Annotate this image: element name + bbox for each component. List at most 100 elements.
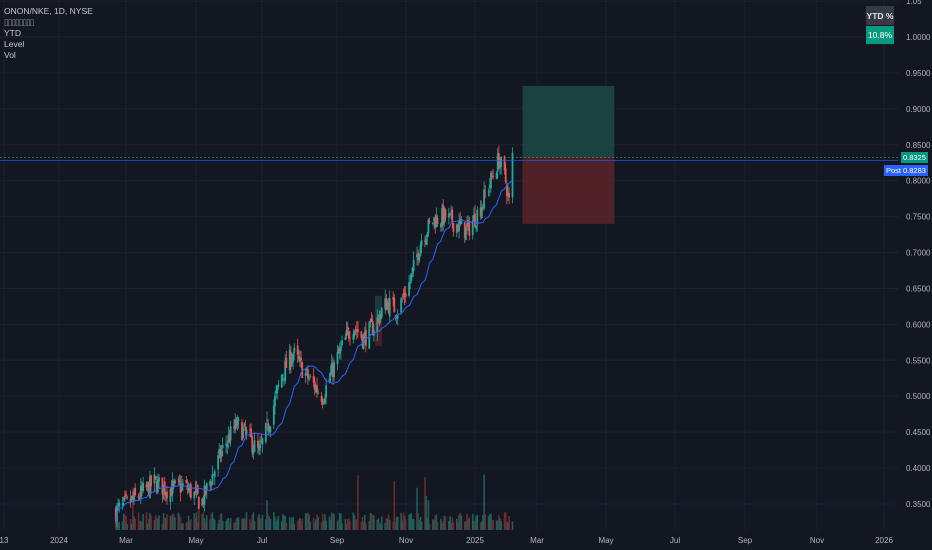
volume-bar — [482, 514, 484, 530]
candle-body — [217, 455, 220, 470]
volume-bar — [315, 519, 317, 530]
candle-body — [164, 493, 167, 497]
candle-body — [411, 267, 414, 273]
candle-body — [134, 487, 137, 496]
candle-body — [440, 223, 442, 228]
volume-bar — [353, 515, 356, 530]
volume-bar — [360, 521, 363, 530]
volume-bar — [228, 522, 231, 530]
volume-bar — [165, 517, 167, 530]
volume-bar — [324, 514, 326, 530]
volume-bar — [436, 521, 439, 530]
symbol-label[interactable]: ONON/NKE, 1D, NYSE — [4, 6, 93, 16]
candle-body — [393, 298, 396, 313]
candle-body — [483, 189, 485, 209]
volume-bar — [298, 519, 300, 530]
volume-bar — [386, 518, 389, 530]
volume-bar — [153, 519, 156, 530]
indicator-level[interactable]: Level — [4, 39, 25, 49]
volume-bar — [242, 518, 244, 530]
volume-bar — [307, 512, 309, 530]
candle-body — [261, 438, 264, 445]
volume-bar — [419, 516, 422, 530]
candle-body — [291, 360, 293, 365]
candle-body — [210, 483, 213, 485]
candle-body — [276, 385, 279, 394]
volume-bar — [140, 520, 142, 530]
candle-body — [425, 238, 428, 245]
volume-bar — [201, 513, 204, 530]
candle-body — [218, 448, 221, 454]
candle-body — [161, 477, 164, 495]
candle-body — [333, 361, 335, 377]
indicator-ytd[interactable]: YTD — [4, 28, 21, 38]
volume-bar — [126, 523, 128, 530]
volume-bar — [177, 512, 180, 530]
volume-bar — [451, 517, 454, 530]
x-tick-label: May — [188, 536, 203, 545]
candle-body — [355, 329, 358, 332]
candle-body — [377, 315, 380, 317]
candle-body — [242, 427, 245, 438]
y-tick-label: 0.3500 — [906, 500, 931, 509]
volume-bar — [283, 515, 285, 530]
candle-body — [288, 349, 291, 371]
volume-bar — [218, 519, 221, 530]
x-axis: 13 2024 Mar May Jul Sep Nov 2025 Mar May Jul Sep Nov… — [0, 536, 893, 545]
candle-body — [203, 485, 206, 505]
volume-bar — [456, 518, 458, 530]
candle-body — [420, 240, 423, 246]
volume-bar — [376, 519, 379, 530]
y-tick-label: 0.5500 — [906, 356, 931, 365]
volume-bar — [459, 512, 462, 530]
volume-bar — [211, 512, 214, 530]
volume-bar — [290, 522, 292, 530]
candle-body — [468, 221, 471, 236]
candle-body — [130, 495, 133, 501]
candle-body — [275, 390, 277, 394]
volume-bar — [275, 521, 277, 530]
candle-body — [459, 218, 462, 224]
candle-body — [379, 314, 382, 320]
volume-bar — [277, 515, 280, 530]
candle-body — [394, 315, 397, 317]
candle-body — [467, 220, 470, 226]
candle-body — [131, 495, 134, 499]
x-tick-label: 2025 — [466, 536, 484, 545]
candle-body — [349, 337, 351, 339]
volume-bar — [252, 512, 255, 530]
candle-body — [337, 348, 340, 354]
y-tick-label: 0.6000 — [906, 320, 931, 329]
candle-body — [404, 293, 407, 297]
last-price-tag: 0.8325 — [901, 152, 928, 163]
candle-body — [388, 298, 391, 317]
indicator-vol[interactable]: Vol — [4, 50, 16, 60]
candle-body — [185, 480, 188, 483]
post-market-price-tag: 0.8283 — [901, 165, 928, 176]
candle-body — [158, 477, 160, 482]
volume-bar — [237, 517, 240, 530]
volume-bar — [145, 512, 148, 530]
candle-body — [211, 474, 214, 485]
volume-bar — [195, 512, 198, 530]
volume-bar — [117, 521, 119, 530]
volume-bar — [417, 513, 419, 530]
volume-bar — [345, 523, 348, 530]
candle-body — [472, 214, 475, 223]
y-tick-label: 0.4500 — [906, 428, 931, 437]
y-tick-label: 0.8500 — [906, 141, 931, 150]
volume-bar — [340, 513, 342, 530]
volume-bar — [178, 515, 181, 530]
candle-body — [507, 191, 509, 194]
volume-bar — [244, 518, 247, 530]
volume-bar — [452, 521, 455, 530]
volume-bar — [204, 521, 207, 530]
volume-bar — [496, 520, 499, 530]
candle-body — [487, 191, 490, 193]
candle-body — [479, 207, 482, 216]
candle-body — [312, 375, 315, 383]
volume-bar — [400, 512, 402, 530]
volume-bar — [134, 518, 136, 530]
volume-bar — [245, 512, 248, 530]
